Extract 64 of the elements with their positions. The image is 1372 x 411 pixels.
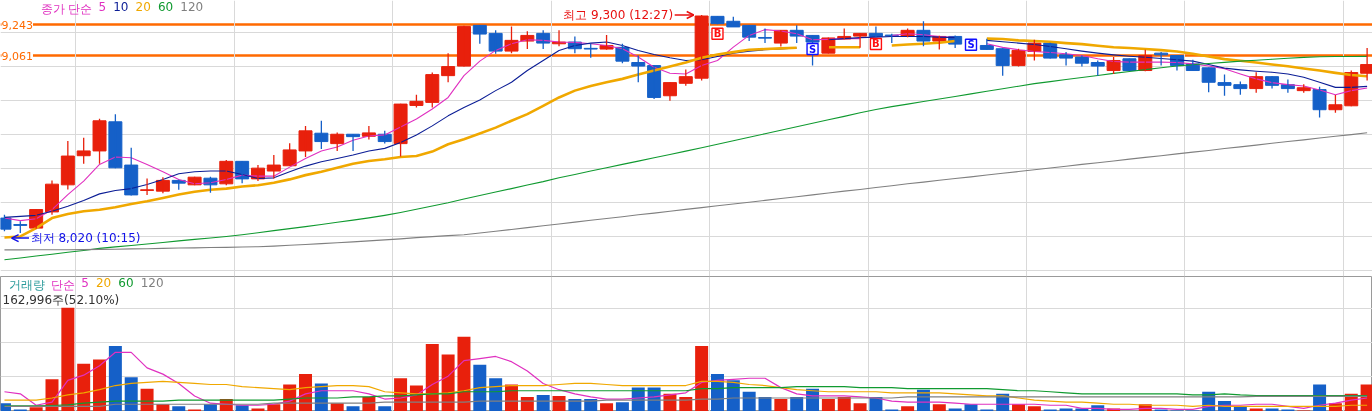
- bar: [457, 336, 471, 411]
- candlestick: [758, 27, 773, 44]
- bar: [251, 408, 265, 411]
- text: 120: [180, 0, 204, 14]
- bar: [61, 307, 75, 411]
- text: 5: [81, 275, 89, 290]
- bar: [695, 346, 709, 411]
- bar: [172, 406, 186, 411]
- annotation: 최고 9,300 (12:27): [563, 7, 674, 22]
- data-label: S: [967, 39, 975, 51]
- bar: [1059, 408, 1073, 411]
- bar: [853, 403, 867, 411]
- bar: [267, 404, 281, 411]
- bar: [108, 346, 122, 411]
- text: 60: [118, 275, 134, 290]
- candlestick: [631, 54, 646, 83]
- bar: [1249, 408, 1263, 411]
- candlestick: [330, 131, 345, 152]
- candlestick: [92, 118, 107, 165]
- candlestick: [140, 177, 155, 196]
- annotation: 최저 8,020 (10:15): [30, 231, 141, 246]
- bar: [1027, 406, 1041, 411]
- text: 10: [113, 0, 129, 14]
- text: 120: [140, 275, 164, 290]
- candlestick: [472, 24, 487, 45]
- candlestick: [1059, 51, 1074, 67]
- bar: [600, 403, 614, 411]
- bar: [948, 408, 962, 411]
- chart-subtitle: 종가 단순: [40, 1, 93, 16]
- chart-subtitle: 단순: [50, 277, 75, 292]
- data-label: B: [713, 28, 722, 40]
- candlestick: [615, 43, 630, 64]
- candlestick: [60, 140, 75, 191]
- bar: [821, 399, 835, 411]
- bar: [1265, 408, 1279, 411]
- text: 20: [135, 0, 151, 14]
- candlestick: [314, 120, 329, 150]
- text: 162,996주(52.10%): [2, 292, 120, 307]
- chart-title: 거래량: [8, 277, 45, 292]
- candlestick: [853, 32, 868, 49]
- text: 60: [157, 0, 174, 14]
- bar: [346, 406, 360, 411]
- bar: [378, 406, 392, 411]
- text: 5: [98, 0, 107, 14]
- bar: [774, 399, 788, 411]
- candlestick: [266, 154, 281, 180]
- candlestick: [995, 47, 1010, 77]
- bar: [425, 344, 439, 411]
- candlestick: [76, 137, 91, 165]
- line-series: [3, 132, 1368, 251]
- bar: [901, 406, 915, 411]
- data-label: S: [808, 43, 817, 55]
- bar: [473, 364, 487, 411]
- candlestick: [1154, 51, 1169, 67]
- candlestick: [1074, 54, 1089, 68]
- y-tick-label: 9,243: [1, 18, 33, 32]
- bar: [615, 402, 629, 411]
- y-tick-label: 9,061: [1, 49, 33, 63]
- candlestick: [1312, 86, 1327, 119]
- bar: [29, 407, 43, 411]
- bar: [932, 404, 946, 411]
- data-label: B: [872, 38, 880, 50]
- bar: [441, 354, 455, 411]
- text: 20: [95, 275, 112, 290]
